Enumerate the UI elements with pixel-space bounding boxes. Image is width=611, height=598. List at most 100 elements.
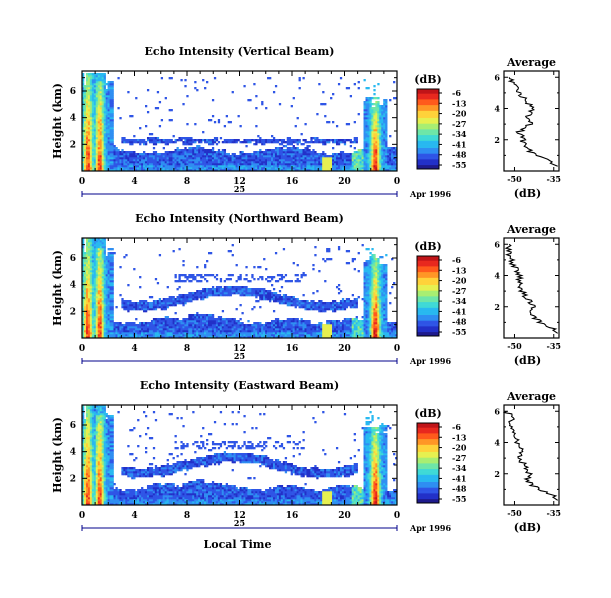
heatmap-cell [115,336,118,339]
heatmap-cell [133,155,136,158]
heatmap-cell [202,336,205,339]
heatmap-cell [97,141,101,144]
heatmap-cell [271,159,274,162]
heatmap-cell [241,169,244,172]
heatmap-cell [312,157,315,160]
heatmap-cell [113,332,116,335]
heatmap-cell [349,95,353,98]
heatmap-cell [194,161,197,164]
heatmap-cell [91,252,95,255]
heatmap-cell [95,260,99,263]
heatmap-cell [385,99,388,102]
heatmap-cell [235,155,238,158]
heatmap-cell [85,167,89,170]
heatmap-cell [245,330,248,333]
heatmap-cell [209,149,213,152]
heatmap-cell [180,169,183,172]
heatmap-cell [310,141,313,144]
heatmap-cell [243,167,246,170]
heatmap-cell [223,328,227,331]
heatmap-cell [296,161,299,164]
heatmap-cell [233,324,236,327]
heatmap-cell [154,159,158,162]
heatmap-cell [215,334,219,337]
heatmap-cell [243,85,246,88]
heatmap-cell [257,161,260,164]
heatmap-cell [196,298,199,301]
heatmap-cell [83,292,87,295]
heatmap-cell [355,141,358,144]
heatmap-cell [160,304,164,307]
heatmap-cell [322,167,325,170]
heatmap-cell [174,163,177,166]
heatmap-cell [280,159,284,162]
heatmap-cell [229,139,232,142]
heatmap-cell [341,165,345,168]
heatmap-cell [97,147,101,150]
heatmap-cell [282,167,286,170]
heatmap-cell [172,324,175,327]
heatmap-cell [109,103,112,106]
heatmap-cell [129,141,132,144]
heatmap-cell [109,127,112,130]
heatmap-cell [371,107,374,110]
heatmap-cell [95,286,99,289]
heatmap-cell [292,167,295,170]
heatmap-cell [208,314,211,317]
heatmap-cell [107,272,110,275]
heatmap-cell [190,336,193,339]
heatmap-cell [245,159,248,162]
heatmap-cell [208,288,211,291]
heatmap-cell [125,139,128,142]
heatmap-cell [141,169,144,172]
heatmap-cell [231,169,234,172]
heatmap-cell [290,153,293,156]
heatmap-cell [294,141,297,144]
heatmap-cell [375,151,378,154]
heatmap-cell [221,157,225,160]
heatmap-cell [117,169,120,172]
heatmap-cell [109,326,112,329]
heatmap-cell [196,318,199,321]
date-label: 25 [234,184,245,194]
heatmap-cell [89,169,93,172]
heatmap-cell [231,167,234,170]
heatmap-cell [318,83,321,86]
heatmap-cell [101,282,104,285]
heatmap-cell [284,155,288,158]
heatmap-cell [263,165,266,168]
heatmap-cell [182,274,185,277]
heatmap-cell [101,256,104,259]
heatmap-cell [249,294,252,297]
y-tick-label: 2 [70,140,76,150]
heatmap-cell [371,167,374,170]
heatmap-cell [383,145,386,148]
heatmap-cell [294,165,297,168]
heatmap-cell [109,292,112,295]
heatmap-cell [375,129,378,132]
heatmap-cell [121,167,124,170]
heatmap-cell [217,294,221,297]
heatmap-cell [129,161,132,164]
heatmap-cell [227,332,230,335]
heatmap-cell [198,161,201,164]
heatmap-cell [97,123,101,126]
heatmap-cell [259,157,262,160]
heatmap-cell [162,324,165,327]
heatmap-cell [363,119,366,122]
heatmap-cell [239,155,242,158]
heatmap-cell [223,169,227,172]
heatmap-cell [320,157,323,160]
heatmap-cell [101,268,104,271]
heatmap-cell [186,320,189,323]
heatmap-cell [206,157,209,160]
heatmap-cell [335,125,339,128]
heatmap-cell [93,147,97,150]
heatmap-cell [91,85,95,88]
heatmap-cell [280,163,284,166]
heatmap-cell [184,153,187,156]
heatmap-cell [393,149,396,152]
heatmap-cell [93,274,97,277]
heatmap-cell [330,163,333,166]
heatmap-cell [176,149,179,152]
